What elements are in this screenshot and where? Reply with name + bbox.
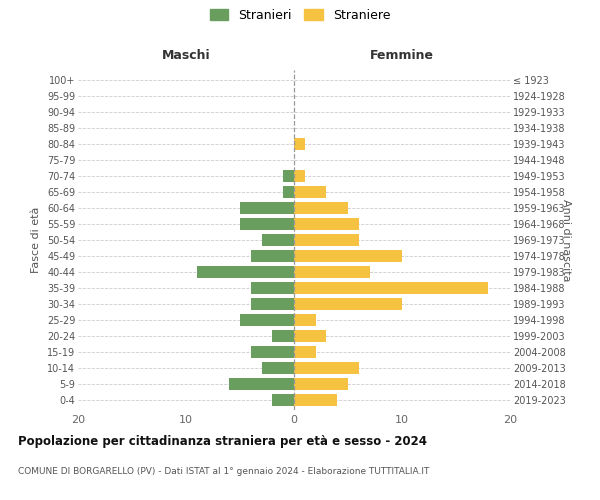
Bar [294, 266, 370, 278]
Bar [294, 362, 359, 374]
Bar [251, 282, 294, 294]
Bar [240, 314, 294, 326]
Bar [294, 346, 316, 358]
Bar [197, 266, 294, 278]
Bar [294, 250, 402, 262]
Bar [262, 234, 294, 246]
Bar [294, 394, 337, 406]
Bar [294, 186, 326, 198]
Bar [294, 282, 488, 294]
Bar [294, 234, 359, 246]
Bar [283, 186, 294, 198]
Bar [272, 330, 294, 342]
Bar [283, 170, 294, 182]
Bar [294, 202, 348, 214]
Bar [229, 378, 294, 390]
Bar [294, 138, 305, 150]
Text: Femmine: Femmine [370, 49, 434, 62]
Bar [251, 298, 294, 310]
Bar [294, 298, 402, 310]
Bar [262, 362, 294, 374]
Bar [294, 314, 316, 326]
Y-axis label: Fasce di età: Fasce di età [31, 207, 41, 273]
Bar [294, 218, 359, 230]
Bar [294, 170, 305, 182]
Bar [294, 330, 326, 342]
Bar [294, 378, 348, 390]
Bar [272, 394, 294, 406]
Bar [240, 218, 294, 230]
Bar [251, 346, 294, 358]
Text: Maschi: Maschi [161, 49, 211, 62]
Text: COMUNE DI BORGARELLO (PV) - Dati ISTAT al 1° gennaio 2024 - Elaborazione TUTTITA: COMUNE DI BORGARELLO (PV) - Dati ISTAT a… [18, 468, 430, 476]
Y-axis label: Anni di nascita: Anni di nascita [561, 198, 571, 281]
Bar [251, 250, 294, 262]
Text: Popolazione per cittadinanza straniera per età e sesso - 2024: Popolazione per cittadinanza straniera p… [18, 435, 427, 448]
Bar [240, 202, 294, 214]
Legend: Stranieri, Straniere: Stranieri, Straniere [209, 8, 391, 22]
